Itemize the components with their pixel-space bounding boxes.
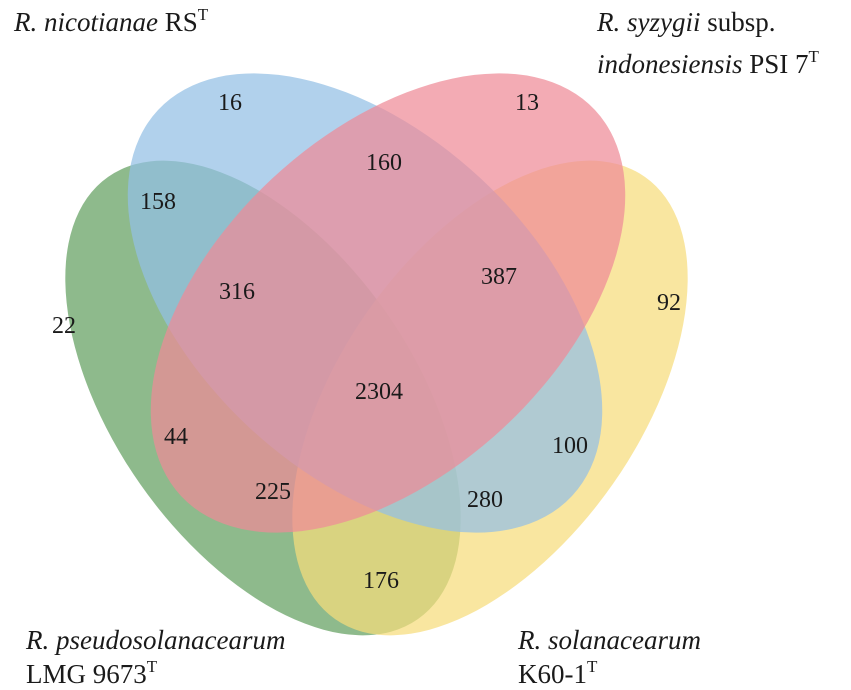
set-label-solanacearum: R. solanacearum K60-1T	[518, 624, 701, 690]
set-label-line: LMG 9673T	[26, 657, 158, 689]
set-label-line: indonesiensis PSI 7T	[597, 47, 819, 79]
region-count-nicotianae-syzygii: 160	[366, 150, 402, 176]
region-count-solanacearum: 92	[657, 290, 681, 316]
set-ellipses	[65, 73, 688, 636]
set-ellipse-syzygii	[150, 73, 626, 533]
region-count-nicotianae: 16	[218, 90, 242, 116]
region-count-pseudosolanacearum-solanacearum: 176	[363, 568, 399, 594]
set-label-line: R. nicotianae RST	[14, 5, 209, 37]
region-count-syzygii-pseudosolanacearum-solanacearum: 225	[255, 479, 291, 505]
region-counts: 16 13 22 92 160 158 316 387 2304 44 100 225 280 176	[52, 90, 681, 594]
set-label-nicotianae: R. nicotianae RST	[14, 6, 208, 38]
set-label-line: R. pseudosolanacearum	[26, 625, 286, 655]
region-count-nicotianae-pseudosolanacearum: 158	[140, 189, 176, 215]
region-count-nicotianae-solanacearum: 100	[552, 433, 588, 459]
region-count-nicotianae-syzygii-solanacearum: 387	[481, 264, 517, 290]
region-count-pseudosolanacearum: 22	[52, 313, 76, 339]
region-count-nicotianae-syzygii-pseudosolanacearum: 316	[219, 279, 255, 305]
region-count-syzygii: 13	[515, 90, 539, 116]
set-label-line: K60-1T	[518, 657, 598, 689]
set-label-line: R. solanacearum	[518, 625, 701, 655]
set-label-pseudosolanacearum: R. pseudosolanacearum LMG 9673T	[26, 624, 285, 690]
set-label-line: R. syzygii subsp.	[597, 7, 776, 37]
region-count-nicotianae-syzygii-pseudosolanacearum-solanacearum: 2304	[355, 379, 403, 405]
region-count-nicotianae-pseudosolanacearum-solanacearum: 280	[467, 487, 503, 513]
region-count-syzygii-pseudosolanacearum: 44	[164, 424, 188, 450]
set-label-syzygii: R. syzygii subsp. indonesiensis PSI 7T	[597, 6, 819, 80]
